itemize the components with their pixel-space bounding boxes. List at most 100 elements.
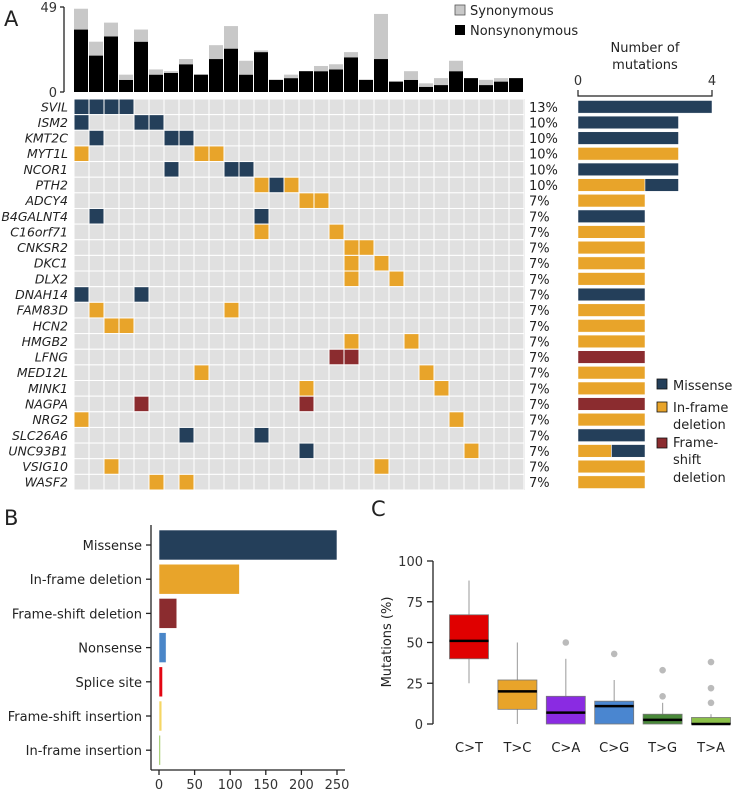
empty-cell [178, 286, 195, 303]
empty-cell [448, 161, 465, 178]
empty-cell [178, 442, 195, 460]
empty-cell [148, 426, 165, 444]
bar-nonsynonymous [134, 41, 148, 92]
empty-cell [223, 458, 240, 475]
empty-cell [268, 395, 285, 413]
empty-cell [463, 207, 480, 225]
empty-cell [193, 254, 210, 272]
empty-cell [298, 301, 315, 319]
empty-cell [388, 473, 405, 491]
empty-cell [238, 301, 255, 319]
mutation-cell [418, 364, 435, 382]
class-label: Frame-shift insertion [8, 710, 142, 725]
xtick-label: 150 [253, 778, 278, 792]
empty-cell [508, 223, 525, 241]
empty-cell [328, 395, 345, 413]
count-bar-segment [577, 115, 679, 130]
empty-cell [193, 270, 210, 288]
panel-label-a: A [4, 7, 19, 31]
empty-cell [283, 129, 300, 147]
empty-cell [373, 301, 390, 319]
empty-cell [373, 207, 390, 225]
empty-cell [103, 395, 120, 413]
gene-label: UNC93B1 [8, 443, 68, 458]
empty-cell [418, 395, 435, 413]
empty-cell [163, 254, 180, 272]
bar-nonsynonymous [419, 86, 433, 92]
oncoprint-grid [73, 98, 525, 491]
count-bar-segment [577, 147, 679, 161]
empty-cell [448, 254, 465, 272]
mutation-cell [223, 161, 240, 178]
empty-cell [103, 114, 120, 131]
empty-cell [418, 161, 435, 178]
outlier-point [707, 658, 715, 666]
empty-cell [133, 207, 150, 225]
mutation-cell [298, 395, 315, 413]
empty-cell [493, 380, 510, 397]
empty-cell [283, 145, 300, 163]
mutation-cell [388, 270, 405, 288]
empty-cell [163, 176, 180, 194]
empty-cell [388, 145, 405, 163]
empty-cell [343, 129, 360, 147]
empty-cell [313, 426, 330, 444]
empty-cell [388, 364, 405, 382]
empty-cell [148, 317, 165, 335]
empty-cell [268, 145, 285, 163]
empty-cell [433, 458, 450, 475]
empty-cell [103, 442, 120, 460]
empty-cell [493, 145, 510, 163]
empty-cell [163, 192, 180, 209]
empty-cell [478, 114, 495, 131]
empty-cell [328, 380, 345, 397]
empty-cell [493, 333, 510, 350]
empty-cell [193, 317, 210, 335]
empty-cell [478, 207, 495, 225]
empty-cell [223, 192, 240, 209]
mutation-cell [328, 223, 345, 241]
count-bar-segment [577, 413, 646, 427]
empty-cell [283, 317, 300, 335]
empty-cell [88, 223, 105, 241]
empty-cell [478, 426, 495, 444]
empty-cell [148, 333, 165, 350]
empty-cell [508, 364, 525, 382]
gene-percent: 7% [529, 398, 550, 413]
empty-cell [223, 380, 240, 397]
empty-cell [343, 473, 360, 491]
empty-cell [328, 333, 345, 350]
empty-cell [103, 223, 120, 241]
empty-cell [448, 98, 465, 116]
empty-cell [73, 458, 90, 475]
empty-cell [253, 364, 270, 382]
empty-cell [463, 254, 480, 272]
count-bar-segment [577, 225, 646, 239]
empty-cell [463, 98, 480, 116]
empty-cell [313, 411, 330, 428]
empty-cell [388, 411, 405, 428]
empty-cell [328, 317, 345, 335]
mutation-cell [148, 473, 165, 491]
empty-cell [313, 114, 330, 131]
empty-cell [298, 286, 315, 303]
box [449, 614, 489, 660]
empty-cell [343, 317, 360, 335]
empty-cell [88, 114, 105, 131]
empty-cell [73, 254, 90, 272]
empty-cell [163, 239, 180, 256]
empty-cell [148, 254, 165, 272]
empty-cell [238, 380, 255, 397]
empty-cell [118, 286, 135, 303]
empty-cell [73, 270, 90, 288]
empty-cell [508, 426, 525, 444]
empty-cell [268, 270, 285, 288]
empty-cell [193, 473, 210, 491]
empty-cell [433, 426, 450, 444]
empty-cell [178, 317, 195, 335]
empty-cell [373, 176, 390, 194]
empty-cell [73, 129, 90, 147]
empty-cell [253, 192, 270, 209]
empty-cell [283, 270, 300, 288]
category-label: C>T [455, 741, 483, 756]
